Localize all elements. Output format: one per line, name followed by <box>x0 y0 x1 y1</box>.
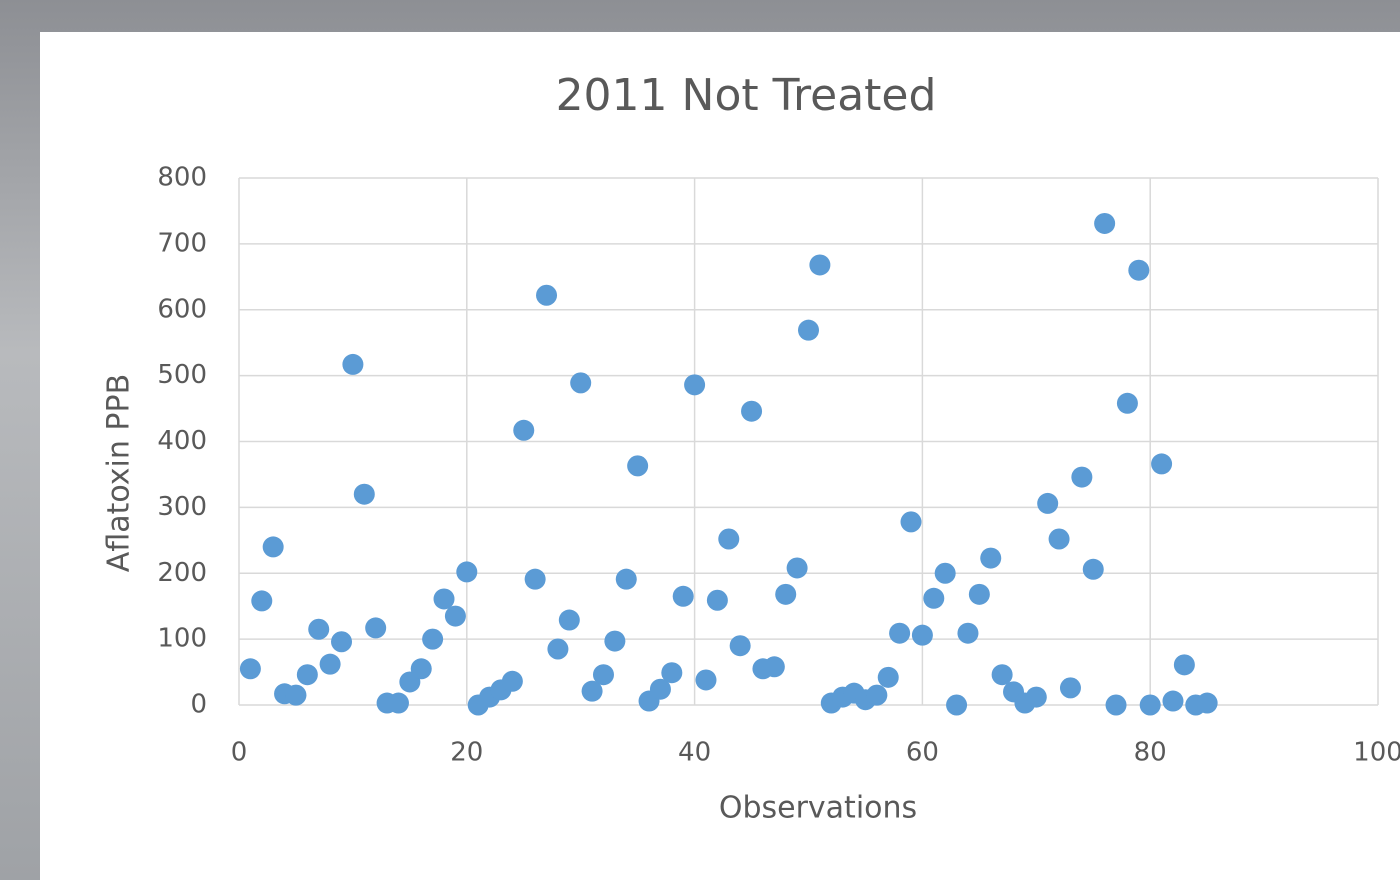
point <box>661 662 683 684</box>
x-tick-label: 40 <box>678 738 711 768</box>
point <box>387 692 409 714</box>
point <box>1128 259 1150 281</box>
point <box>513 419 535 441</box>
point <box>889 622 911 644</box>
x-tick-label: 0 <box>231 738 248 768</box>
point <box>934 562 956 584</box>
point <box>900 511 922 533</box>
point <box>558 609 580 631</box>
point <box>1025 686 1047 708</box>
point <box>1173 654 1195 676</box>
point <box>581 680 603 702</box>
point <box>1162 690 1184 712</box>
y-tick-label: 500 <box>157 360 207 390</box>
x-tick-label: 20 <box>450 738 483 768</box>
point <box>968 583 990 605</box>
point <box>991 664 1013 686</box>
y-tick-label: 200 <box>157 558 207 588</box>
point <box>331 631 353 653</box>
point <box>536 284 558 306</box>
point <box>262 536 284 558</box>
y-axis-label: Aflatoxin PPB <box>102 374 137 572</box>
point <box>1196 692 1218 714</box>
x-axis-label: Observations <box>719 791 917 826</box>
point <box>604 630 626 652</box>
point <box>1094 212 1116 234</box>
point <box>410 658 432 680</box>
point <box>695 669 717 691</box>
point <box>422 628 444 650</box>
point <box>1082 558 1104 580</box>
point <box>672 585 694 607</box>
point <box>798 319 819 341</box>
x-tick-label: 100 <box>1353 738 1400 768</box>
y-tick-label: 700 <box>157 228 207 258</box>
x-tick-label: 80 <box>1134 738 1167 768</box>
chart-panel: 2011 Not Treated Observations Aflatoxin … <box>40 32 1400 880</box>
point <box>1071 466 1093 488</box>
point <box>1116 392 1138 414</box>
point <box>775 583 797 605</box>
point <box>456 561 478 583</box>
point <box>684 374 706 396</box>
point <box>433 588 455 610</box>
y-tick-label: 300 <box>157 492 207 522</box>
point <box>1037 492 1059 514</box>
point <box>1059 677 1081 699</box>
point <box>501 670 523 692</box>
point <box>365 617 387 639</box>
point <box>741 400 763 422</box>
y-tick-label: 400 <box>157 426 207 456</box>
point <box>353 483 375 505</box>
point <box>444 605 466 627</box>
point <box>319 653 341 675</box>
point <box>524 568 546 590</box>
point <box>911 624 933 646</box>
point <box>285 684 307 706</box>
point <box>239 658 261 680</box>
point <box>957 622 979 644</box>
point <box>946 694 968 716</box>
point <box>570 372 592 394</box>
point <box>251 590 273 612</box>
point <box>980 547 1002 569</box>
point <box>877 666 899 688</box>
point <box>763 656 785 678</box>
point <box>786 557 808 579</box>
point <box>627 455 649 477</box>
point <box>592 664 614 686</box>
point <box>547 638 569 660</box>
chart-title: 2011 Not Treated <box>556 70 937 121</box>
point <box>923 587 945 609</box>
y-tick-label: 600 <box>157 294 207 324</box>
point <box>866 684 888 706</box>
point <box>706 589 728 611</box>
point <box>615 568 637 590</box>
point <box>308 618 330 640</box>
point <box>296 664 318 686</box>
point <box>1139 694 1161 716</box>
point <box>1105 694 1127 716</box>
point <box>809 254 831 276</box>
x-tick-label: 60 <box>906 738 939 768</box>
y-tick-label: 0 <box>190 690 207 720</box>
point <box>718 528 740 550</box>
point <box>342 353 364 375</box>
point <box>649 678 671 700</box>
chart: 2011 Not Treated Observations Aflatoxin … <box>102 70 1400 826</box>
point <box>1048 528 1070 550</box>
point <box>729 635 751 657</box>
y-tick-label: 800 <box>157 163 207 193</box>
y-tick-label: 100 <box>157 624 207 654</box>
point <box>1151 453 1173 475</box>
